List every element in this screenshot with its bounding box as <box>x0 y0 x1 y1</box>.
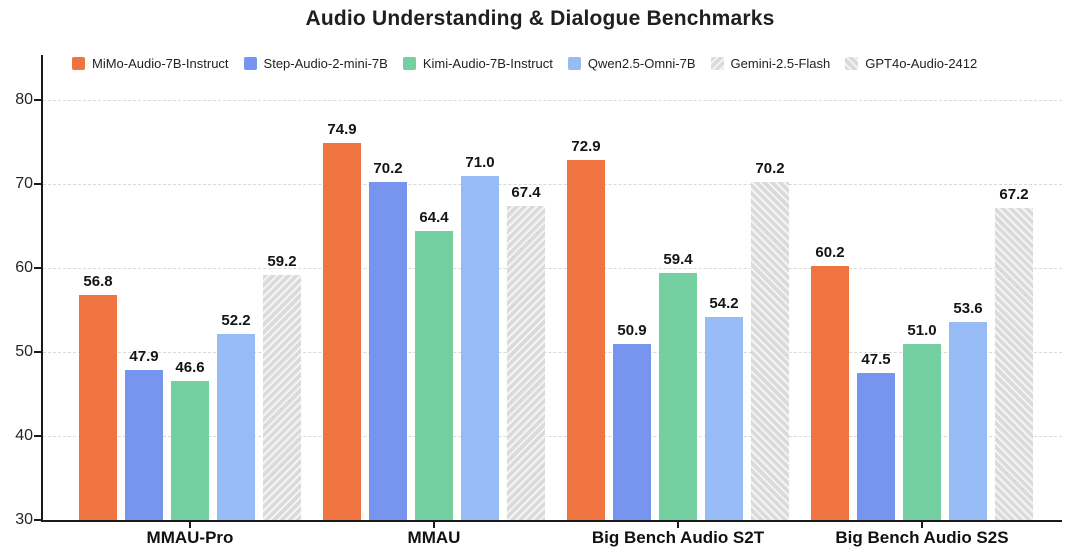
bar-kimi-audio-7b-instruct-mmau <box>415 231 453 520</box>
bar-kimi-audio-7b-instruct-big-bench-audio-s2s <box>903 343 941 520</box>
bar-value-label-kimi-audio-7b-instruct-big-bench-audio-s2t: 59.4 <box>663 251 693 269</box>
bar-kimi-audio-7b-instruct-mmau-pro <box>171 380 209 520</box>
bar-value-label-gemini-2-5-flash-mmau: 67.4 <box>511 183 541 201</box>
bar-value-label-mimo-audio-7b-instruct-big-bench-audio-s2s: 60.2 <box>815 244 845 262</box>
gridline-80 <box>43 100 1062 101</box>
category-label-mmau-pro: MMAU-Pro <box>146 528 234 547</box>
bar-mimo-audio-7b-instruct-mmau-pro <box>79 294 117 520</box>
legend-swatch-icon-mimo-audio-7b-instruct <box>72 57 85 70</box>
bar-value-label-step-audio-2-mini-7b-mmau-pro: 47.9 <box>129 347 159 365</box>
bar-gemini-2-5-flash-mmau <box>507 205 545 520</box>
legend-item-kimi-audio-7b-instruct: Kimi-Audio-7B-Instruct <box>402 56 553 71</box>
gridline-50 <box>43 352 1062 353</box>
bar-value-label-kimi-audio-7b-instruct-big-bench-audio-s2s: 51.0 <box>907 321 937 339</box>
bar-qwen2-5-omni-7b-mmau <box>461 175 499 520</box>
bar-value-label-step-audio-2-mini-7b-mmau: 70.2 <box>373 160 403 178</box>
bar-value-label-mimo-audio-7b-instruct-mmau-pro: 56.8 <box>83 272 113 290</box>
gridline-70 <box>43 184 1062 185</box>
bar-value-label-qwen2-5-omni-7b-big-bench-audio-s2s: 53.6 <box>953 299 983 317</box>
y-tick-mark-50 <box>34 351 41 353</box>
bar-value-label-mimo-audio-7b-instruct-big-bench-audio-s2t: 72.9 <box>571 137 601 155</box>
legend-label-step-audio-2-mini-7b: Step-Audio-2-mini-7B <box>263 56 388 71</box>
bar-value-label-qwen2-5-omni-7b-mmau-pro: 52.2 <box>221 311 251 329</box>
bar-step-audio-2-mini-7b-mmau-pro <box>125 369 163 520</box>
bar-value-label-qwen2-5-omni-7b-mmau: 71.0 <box>465 153 495 171</box>
y-tick-label-60: 60 <box>15 259 33 276</box>
legend-label-gemini-2-5-flash: Gemini-2.5-Flash <box>730 56 831 71</box>
legend-swatch-icon-gemini-2-5-flash <box>710 57 724 70</box>
legend-item-mimo-audio-7b-instruct: MiMo-Audio-7B-Instruct <box>72 56 229 71</box>
bar-value-label-gemini-2-5-flash-mmau-pro: 59.2 <box>267 252 297 270</box>
x-axis-spine <box>41 520 1062 522</box>
legend-item-step-audio-2-mini-7b: Step-Audio-2-mini-7B <box>243 56 388 71</box>
bar-value-label-mimo-audio-7b-instruct-mmau: 74.9 <box>327 120 357 138</box>
bar-gpt4o-audio-2412-big-bench-audio-s2s <box>995 207 1033 520</box>
bar-gemini-2-5-flash-mmau-pro <box>263 274 301 520</box>
legend-swatch-icon-gpt4o-audio-2412 <box>845 57 859 70</box>
y-tick-label-40: 40 <box>15 427 33 444</box>
bar-value-label-kimi-audio-7b-instruct-mmau: 64.4 <box>419 209 449 227</box>
bar-value-label-gpt4o-audio-2412-big-bench-audio-s2t: 70.2 <box>755 160 785 178</box>
bar-qwen2-5-omni-7b-big-bench-audio-s2s <box>949 321 987 520</box>
legend-item-qwen2-5-omni-7b: Qwen2.5-Omni-7B <box>567 56 696 71</box>
legend-swatch-icon-step-audio-2-mini-7b <box>243 57 257 70</box>
x-tick-mark-big-bench-audio-s2t <box>677 522 679 528</box>
bar-step-audio-2-mini-7b-mmau <box>369 182 407 520</box>
legend-swatch-icon-qwen2-5-omni-7b <box>567 57 581 70</box>
bar-mimo-audio-7b-instruct-mmau <box>323 142 361 520</box>
bar-mimo-audio-7b-instruct-big-bench-audio-s2t <box>567 159 605 520</box>
chart-title: Audio Understanding & Dialogue Benchmark… <box>305 7 775 30</box>
y-tick-mark-70 <box>34 183 41 185</box>
bar-value-label-kimi-audio-7b-instruct-mmau-pro: 46.6 <box>175 358 205 376</box>
x-tick-mark-mmau-pro <box>189 522 191 528</box>
legend-item-gemini-2-5-flash: Gemini-2.5-Flash <box>710 56 831 71</box>
legend-label-gpt4o-audio-2412: GPT4o-Audio-2412 <box>865 56 978 71</box>
bar-value-label-step-audio-2-mini-7b-big-bench-audio-s2t: 50.9 <box>617 322 647 340</box>
bar-value-label-gpt4o-audio-2412-big-bench-audio-s2s: 67.2 <box>999 185 1029 203</box>
bar-value-label-step-audio-2-mini-7b-big-bench-audio-s2s: 47.5 <box>861 351 891 368</box>
y-tick-label-50: 50 <box>15 343 33 360</box>
bar-step-audio-2-mini-7b-big-bench-audio-s2s <box>857 373 895 520</box>
bar-value-label-qwen2-5-omni-7b-big-bench-audio-s2t: 54.2 <box>709 294 739 312</box>
y-tick-label-30: 30 <box>15 511 33 528</box>
bar-kimi-audio-7b-instruct-big-bench-audio-s2t <box>659 273 697 520</box>
y-axis-spine <box>41 55 43 520</box>
y-tick-label-70: 70 <box>15 175 33 192</box>
bar-mimo-audio-7b-instruct-big-bench-audio-s2s <box>811 266 849 520</box>
y-tick-label-80: 80 <box>15 91 33 108</box>
y-tick-mark-30 <box>34 519 41 521</box>
bar-gpt4o-audio-2412-big-bench-audio-s2t <box>751 182 789 520</box>
bar-qwen2-5-omni-7b-big-bench-audio-s2t <box>705 316 743 520</box>
y-tick-mark-40 <box>34 435 41 437</box>
y-tick-mark-80 <box>34 99 41 101</box>
legend-item-gpt4o-audio-2412: GPT4o-Audio-2412 <box>845 56 977 71</box>
gridline-60 <box>43 268 1062 269</box>
x-tick-mark-mmau <box>433 522 435 528</box>
bar-qwen2-5-omni-7b-mmau-pro <box>217 333 255 520</box>
y-tick-mark-60 <box>34 267 41 269</box>
category-label-big-bench-audio-s2t: Big Bench Audio S2T <box>591 528 765 547</box>
chart-legend: MiMo-Audio-7B-Instruct Step-Audio-2-mini-… <box>72 56 977 71</box>
category-label-mmau: MMAU <box>407 528 461 547</box>
legend-label-kimi-audio-7b-instruct: Kimi-Audio-7B-Instruct <box>422 56 553 71</box>
gridline-40 <box>43 436 1062 437</box>
legend-label-qwen2-5-omni-7b: Qwen2.5-Omni-7B <box>587 56 696 71</box>
category-label-big-bench-audio-s2s: Big Bench Audio S2S <box>835 528 1009 547</box>
legend-swatch-icon-kimi-audio-7b-instruct <box>402 57 416 70</box>
bar-step-audio-2-mini-7b-big-bench-audio-s2t <box>613 344 651 520</box>
x-tick-mark-big-bench-audio-s2s <box>921 522 923 528</box>
legend-label-mimo-audio-7b-instruct: MiMo-Audio-7B-Instruct <box>92 56 229 71</box>
